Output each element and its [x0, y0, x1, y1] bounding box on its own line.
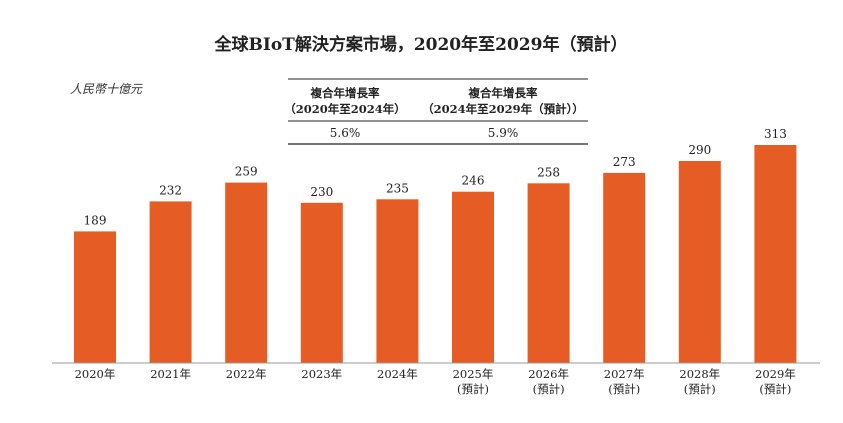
value-label-6: 258 — [537, 165, 560, 179]
x-tick-label-3: 2023年 — [301, 367, 342, 381]
value-label-2: 259 — [235, 165, 258, 179]
x-tick-labels: 2020年 2021年 2022年 2023年 2024年 2025年(預計)2026年(… — [75, 367, 796, 396]
x-tick-label-2: 2022年 — [226, 367, 267, 381]
x-tick-label-9: 2029年 — [755, 367, 796, 381]
value-label-7: 273 — [613, 155, 636, 169]
value-label-9: 313 — [764, 127, 787, 141]
bar-3 — [300, 202, 343, 363]
bar-6 — [527, 183, 570, 363]
value-label-0: 189 — [84, 213, 107, 227]
value-label-1: 232 — [159, 183, 182, 197]
x-tick-label-8: 2028年 — [679, 367, 720, 381]
x-tick-label-0: 2020年 — [75, 367, 116, 381]
bar-7 — [603, 172, 646, 363]
cagr-1-value: 5.6% — [330, 126, 361, 140]
bar-5 — [452, 191, 494, 363]
cagr-2-header-line1: 複合年增長率 — [468, 86, 538, 100]
cagr-1-header-line2: （2020年至2024年） — [284, 102, 406, 116]
value-label-5: 246 — [462, 174, 485, 188]
x-tick-sublabel-8: (預計) — [684, 382, 716, 396]
cagr-1-header-line1: 複合年增長率 — [310, 86, 380, 100]
bar-2 — [225, 182, 268, 363]
cagr-table: 複合年增長率 （2020年至2024年） 5.6% 複合年增長率 （2024年至… — [284, 78, 588, 145]
value-labels: 189 232 259 230 235 246 258 273 290 313 — [84, 127, 787, 227]
x-tick-sublabel-9: (預計) — [759, 382, 791, 396]
bar-0 — [74, 231, 116, 363]
cagr-2-header-line2: （2024年至2029年（預計）） — [422, 102, 584, 116]
value-label-8: 290 — [688, 143, 711, 157]
value-label-3: 230 — [310, 185, 333, 199]
unit-label: 人民幣十億元 — [70, 82, 143, 96]
x-tick-sublabel-6: (預計) — [533, 382, 565, 396]
bar-8 — [678, 161, 721, 363]
bars — [74, 145, 797, 363]
cagr-2-value: 5.9% — [488, 126, 519, 140]
x-tick-sublabel-5: (預計) — [457, 382, 489, 396]
bar-9 — [754, 145, 797, 363]
x-tick-label-7: 2027年 — [604, 367, 645, 381]
x-tick-label-1: 2021年 — [150, 367, 191, 381]
chart-title: 全球BIoT解決方案市場，2020年至2029年（預計） — [214, 34, 628, 55]
x-tick-label-4: 2024年 — [377, 367, 418, 381]
x-tick-sublabel-7: (預計) — [608, 382, 640, 396]
x-tick-label-6: 2026年 — [528, 367, 569, 381]
bar-1 — [149, 201, 192, 363]
x-tick-label-5: 2025年 — [453, 367, 494, 381]
bar-4 — [376, 199, 419, 363]
value-label-4: 235 — [386, 181, 409, 195]
